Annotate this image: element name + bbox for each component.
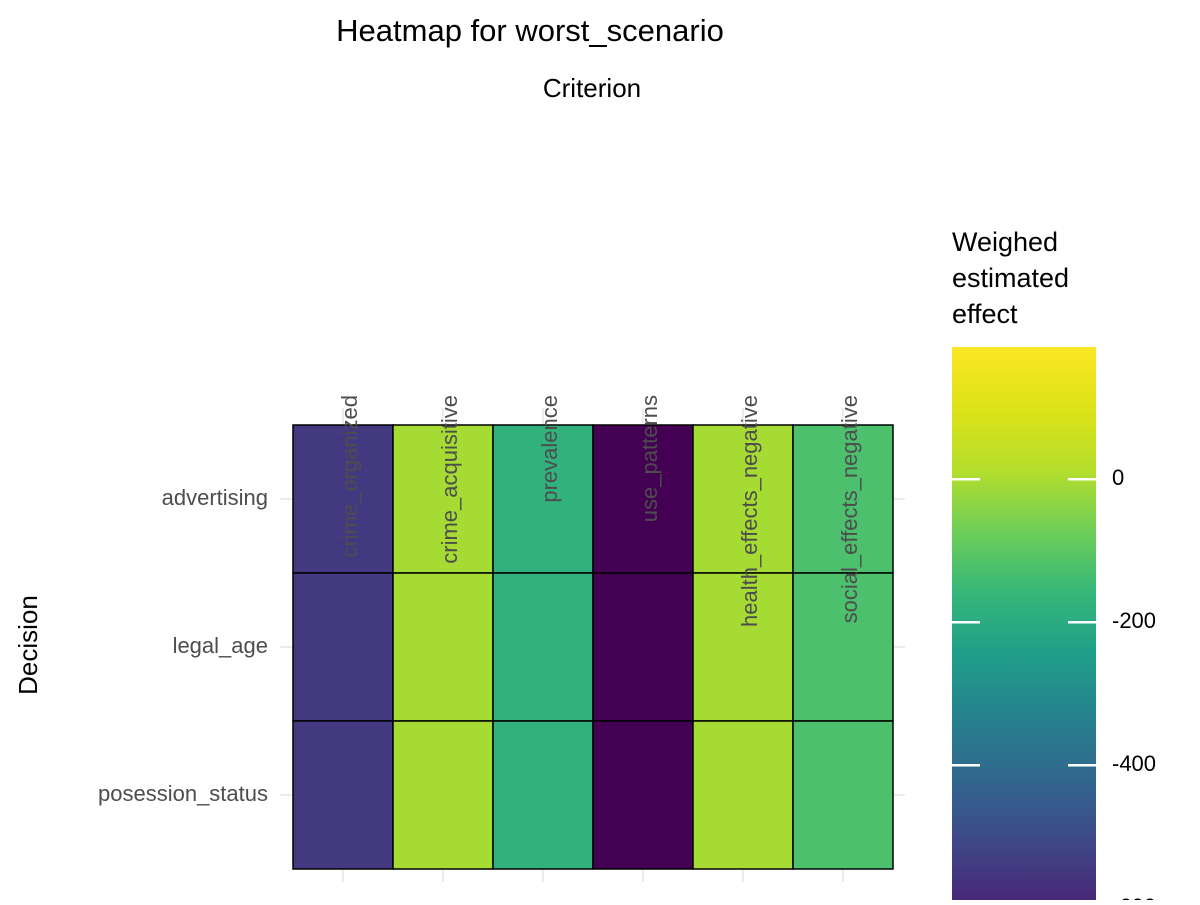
x-tick-label: use_patterns — [637, 395, 662, 522]
heatmap-cell — [792, 572, 894, 722]
y-tick-label: legal_age — [173, 633, 268, 658]
x-tick-label: health_effects_negative — [737, 395, 762, 627]
x-tick-label: crime_organized — [337, 395, 362, 558]
legend-title: Weighed estimated effect — [952, 227, 1069, 329]
heatmap-cell — [692, 720, 794, 870]
colorbar — [952, 347, 1096, 905]
heatmap-cell — [492, 720, 594, 870]
heatmap-cell — [292, 572, 394, 722]
colorbar-tick-label: 0 — [1112, 465, 1124, 490]
y-tick-label: posession_status — [98, 781, 268, 806]
colorbar-tick-label: -600 — [1112, 894, 1156, 900]
heatmap-cell — [392, 572, 494, 722]
heatmap-cell — [792, 424, 894, 574]
x-tick-label: prevalence — [537, 395, 562, 503]
heatmap-cell — [592, 572, 694, 722]
colorbar-tick-label: -200 — [1112, 608, 1156, 633]
y-axis-title: Decision — [13, 595, 43, 695]
colorbar-tick-label: -400 — [1112, 751, 1156, 776]
heatmap-cell — [292, 720, 394, 870]
heatmap-cell — [492, 572, 594, 722]
x-tick-label: crime_acquisitive — [437, 395, 462, 564]
heatmap-cell — [392, 720, 494, 870]
heatmap-cell — [692, 572, 794, 722]
x-axis-title: Criterion — [543, 73, 641, 103]
heatmap-cell — [792, 720, 894, 870]
x-tick-label: social_effects_negative — [837, 395, 862, 623]
y-tick-label: advertising — [162, 485, 268, 510]
chart-title: Heatmap for worst_scenario — [336, 13, 724, 48]
heatmap-cell — [592, 720, 694, 870]
